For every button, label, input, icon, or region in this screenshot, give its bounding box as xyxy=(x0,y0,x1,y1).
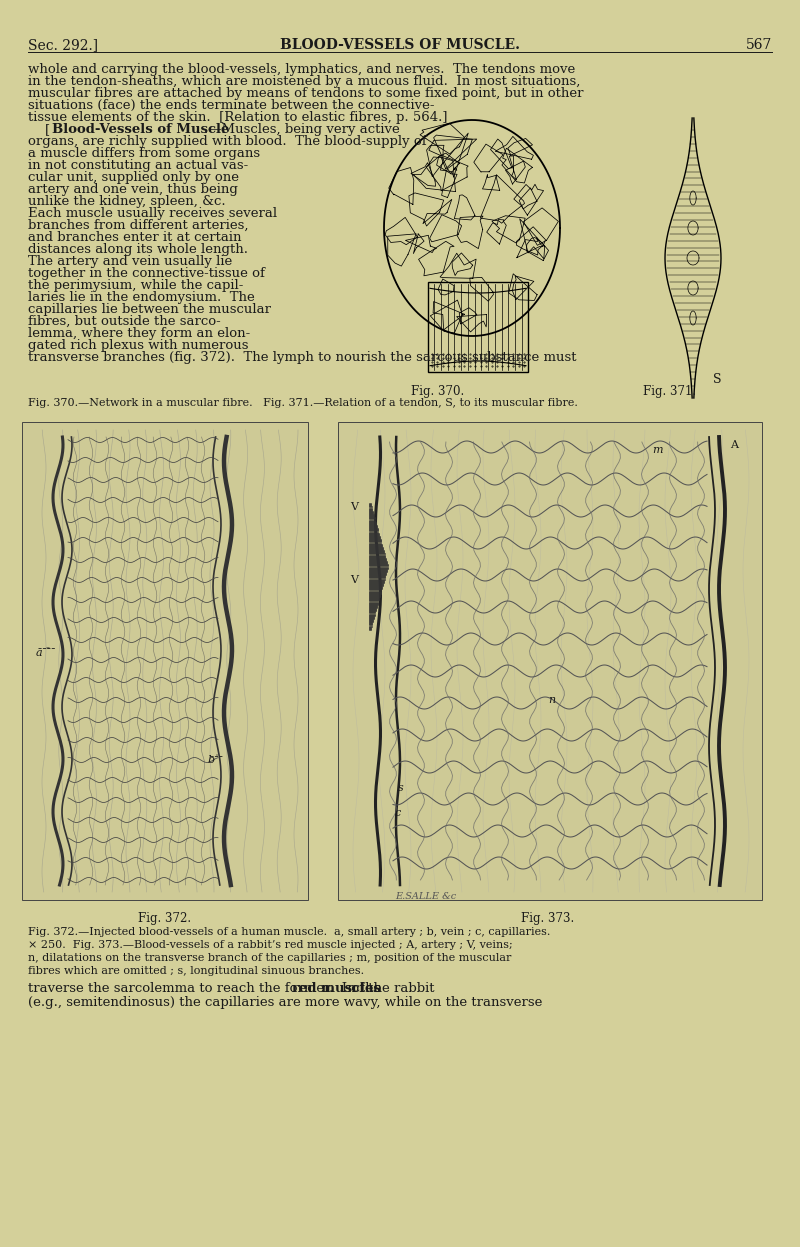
Text: artery and one vein, thus being: artery and one vein, thus being xyxy=(28,183,238,196)
Text: b: b xyxy=(208,754,215,764)
Text: whole and carrying the blood-vessels, lymphatics, and nerves.  The tendons move: whole and carrying the blood-vessels, ly… xyxy=(28,64,575,76)
Text: laries lie in the endomysium.  The: laries lie in the endomysium. The xyxy=(28,291,254,304)
Text: (e.g., semitendinosus) the capillaries are more wavy, while on the transverse: (e.g., semitendinosus) the capillaries a… xyxy=(28,996,542,1009)
Text: a muscle differs from some organs: a muscle differs from some organs xyxy=(28,147,260,160)
Text: c: c xyxy=(395,808,402,818)
Text: lemma, where they form an elon-: lemma, where they form an elon- xyxy=(28,327,250,340)
Text: n: n xyxy=(548,695,555,705)
Text: transverse branches (fig. 372).  The lymph to nourish the sarcous substance must: transverse branches (fig. 372). The lymp… xyxy=(28,350,577,364)
Text: Fig. 370.—Network in a muscular fibre.   Fig. 371.—Relation of a tendon, S, to i: Fig. 370.—Network in a muscular fibre. F… xyxy=(28,398,578,408)
Bar xyxy=(22,421,308,900)
Text: V: V xyxy=(350,503,358,513)
Text: branches from different arteries,: branches from different arteries, xyxy=(28,219,249,232)
Text: E.SALLE &c: E.SALLE &c xyxy=(395,892,456,902)
Text: distances along its whole length.: distances along its whole length. xyxy=(28,243,248,256)
Text: fibres which are omitted ; s, longitudinal sinuous branches.: fibres which are omitted ; s, longitudin… xyxy=(28,966,364,976)
Text: muscular fibres are attached by means of tendons to some fixed point, but in oth: muscular fibres are attached by means of… xyxy=(28,87,583,100)
Text: The artery and vein usually lie: The artery and vein usually lie xyxy=(28,254,232,268)
Text: .—Muscles, being very active: .—Muscles, being very active xyxy=(204,123,400,136)
Text: m: m xyxy=(652,445,662,455)
Text: in not constituting an actual vas-: in not constituting an actual vas- xyxy=(28,160,248,172)
Text: × 250.  Fig. 373.—Blood-vessels of a rabbit’s red muscle injected ; A, artery ; : × 250. Fig. 373.—Blood-vessels of a rabb… xyxy=(28,940,513,950)
Text: Blood-Vessels of Muscle: Blood-Vessels of Muscle xyxy=(52,123,230,136)
Text: Each muscle usually receives several: Each muscle usually receives several xyxy=(28,207,277,219)
Text: cular unit, supplied only by one: cular unit, supplied only by one xyxy=(28,171,239,185)
Text: Fig. 372.: Fig. 372. xyxy=(138,912,191,925)
Text: 567: 567 xyxy=(746,37,772,52)
Bar xyxy=(428,282,528,372)
Text: organs, are richly supplied with blood.  The blood-supply of: organs, are richly supplied with blood. … xyxy=(28,135,426,148)
Text: and branches enter it at certain: and branches enter it at certain xyxy=(28,231,242,244)
Text: S: S xyxy=(713,373,722,387)
Text: Sec. 292.]: Sec. 292.] xyxy=(28,37,98,52)
Text: n, dilatations on the transverse branch of the capillaries ; m, position of the : n, dilatations on the transverse branch … xyxy=(28,953,511,963)
Text: V: V xyxy=(350,575,358,585)
Text: capillaries lie between the muscular: capillaries lie between the muscular xyxy=(28,303,271,315)
Text: Fig. 370.: Fig. 370. xyxy=(411,385,465,398)
Text: a: a xyxy=(36,648,42,658)
Bar xyxy=(338,421,762,900)
Text: fibres, but outside the sarco-: fibres, but outside the sarco- xyxy=(28,315,221,328)
Text: gated rich plexus with numerous: gated rich plexus with numerous xyxy=(28,339,249,352)
Text: A: A xyxy=(730,440,738,450)
Text: tissue elements of the skin.  [Relation to elastic fibres, p. 564.]: tissue elements of the skin. [Relation t… xyxy=(28,111,447,123)
Text: in the tendon-sheaths, which are moistened by a mucous fluid.  In most situation: in the tendon-sheaths, which are moisten… xyxy=(28,75,580,89)
Text: the perimysium, while the capil-: the perimysium, while the capil- xyxy=(28,279,243,292)
Text: red muscles: red muscles xyxy=(292,981,382,995)
Text: of the rabbit: of the rabbit xyxy=(347,981,434,995)
Text: s: s xyxy=(398,783,404,793)
Text: [: [ xyxy=(28,123,50,136)
Text: Fig. 373.: Fig. 373. xyxy=(522,912,574,925)
Text: BLOOD-VESSELS OF MUSCLE.: BLOOD-VESSELS OF MUSCLE. xyxy=(280,37,520,52)
Text: unlike the kidney, spleen, &c.: unlike the kidney, spleen, &c. xyxy=(28,195,226,208)
Text: Fig. 371.: Fig. 371. xyxy=(643,385,697,398)
Text: traverse the sarcolemma to reach the former.  In the: traverse the sarcolemma to reach the for… xyxy=(28,981,386,995)
Text: together in the connective-tissue of: together in the connective-tissue of xyxy=(28,267,265,281)
Text: situations (face) the ends terminate between the connective-: situations (face) the ends terminate bet… xyxy=(28,99,434,112)
Text: Fig. 372.—Injected blood-vessels of a human muscle.  a, small artery ; b, vein ;: Fig. 372.—Injected blood-vessels of a hu… xyxy=(28,927,550,936)
